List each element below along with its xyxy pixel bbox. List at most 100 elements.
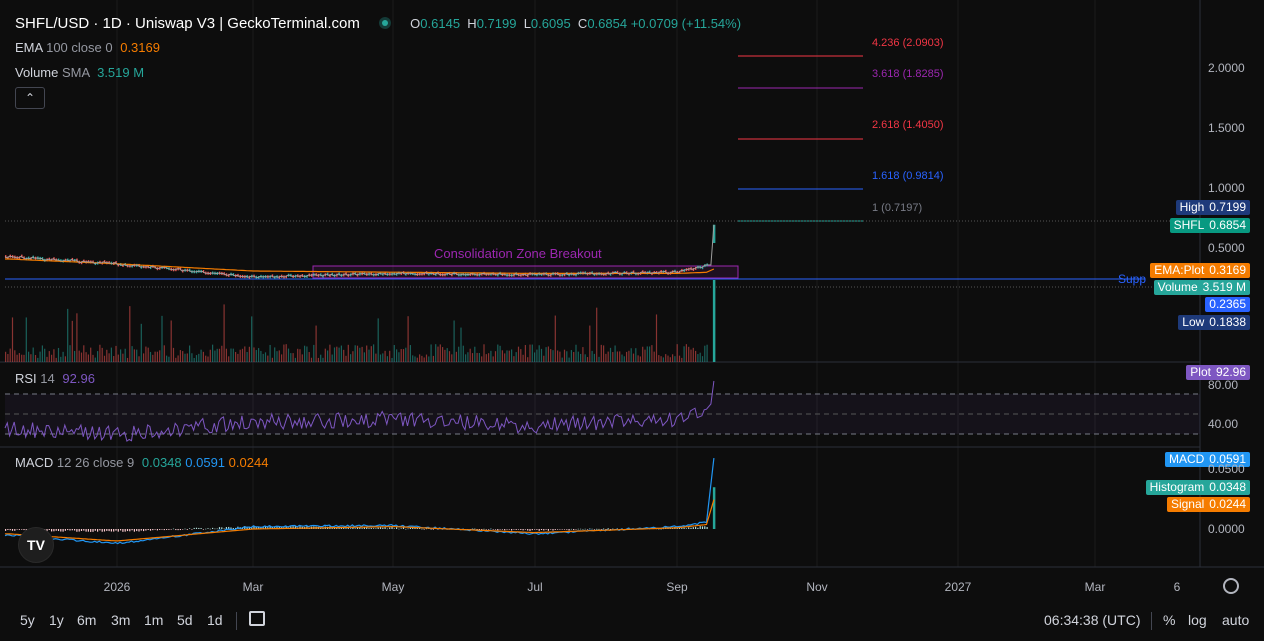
macd-histogram-bar [596, 528, 598, 530]
rsi-legend[interactable]: RSI 14 92.96 [15, 371, 95, 386]
volume-bar [76, 313, 78, 362]
x-tick-jul: Jul [527, 580, 543, 594]
volume-bar [283, 344, 285, 362]
axis-settings-icon[interactable] [1223, 578, 1239, 594]
volume-bar [557, 350, 559, 362]
volume-bar [513, 356, 515, 362]
macd-histogram-bar [699, 526, 701, 529]
macd-histogram-bar [481, 529, 483, 530]
collapse-legend-button[interactable]: ⌃ [15, 87, 45, 109]
volume-bar [398, 352, 400, 362]
volume-bar [607, 351, 609, 362]
volume-bar [255, 350, 257, 362]
timeframe-5y[interactable]: 5y [20, 612, 35, 628]
volume-bar [212, 344, 214, 362]
volume-bar [306, 346, 308, 362]
chart-title: SHFL/USD · 1D · Uniswap V3 | GeckoTermin… [15, 15, 360, 32]
date-range-icon[interactable] [249, 611, 265, 626]
macd-histogram-bar [267, 527, 269, 529]
volume-bar [529, 344, 531, 362]
macd-histogram-bar [113, 529, 115, 532]
ema-legend-params: 100 close 0 [46, 40, 113, 55]
macd-histogram-bar [580, 528, 582, 530]
signal-tag-value: 0.0244 [1209, 497, 1246, 511]
macd-histogram-bar [566, 529, 568, 530]
volume-bar [308, 352, 310, 362]
auto-toggle[interactable]: auto [1222, 612, 1250, 628]
volume-bar [74, 350, 76, 362]
volume-bar [462, 345, 464, 362]
volume-bar [644, 349, 646, 362]
macd-histogram-bar [598, 528, 600, 530]
volume-bar [635, 348, 637, 362]
macd-histogram-bar [363, 526, 365, 529]
macd-histogram-bar [573, 529, 575, 531]
macd-histogram-bar [543, 529, 545, 531]
volume-bar [51, 354, 53, 362]
volume-bar [379, 354, 382, 362]
macd-legend[interactable]: MACD 12 26 close 9 0.0348 0.0591 0.0244 [15, 455, 268, 470]
macd-histogram-bar [660, 528, 662, 530]
volume-bar [407, 316, 409, 362]
percent-toggle[interactable]: % [1163, 612, 1176, 628]
macd-histogram-bar [384, 527, 386, 529]
macd-histogram-bar [175, 529, 177, 531]
macd-histogram-bar [485, 529, 487, 530]
volume-legend[interactable]: Volume SMA 3.519 M [15, 65, 144, 80]
ema-legend[interactable]: EMA 100 close 0 0.3169 [15, 40, 160, 55]
high-price-tag: High 0.7199 [1175, 200, 1250, 215]
volume-bar [580, 353, 582, 362]
macd-histogram-bar [78, 529, 80, 532]
volume-bar [524, 345, 526, 362]
macd-histogram-bar [379, 527, 382, 529]
timeframe-3m[interactable]: 3m [111, 612, 131, 628]
volume-bar [674, 356, 676, 362]
high-value: 0.7199 [476, 16, 517, 31]
log-toggle[interactable]: log [1188, 612, 1207, 628]
macd-histogram-bar [697, 527, 699, 529]
volume-bar [25, 317, 27, 362]
macd-histogram-bar [586, 529, 589, 530]
macd-histogram-bar [690, 527, 692, 529]
volume-bar [361, 346, 363, 362]
tradingview-logo[interactable]: TV [18, 527, 54, 563]
ohlc-readout: O0.6145 H0.7199 L0.6095 C0.6854 +0.0709 … [410, 16, 741, 31]
timeframe-1m[interactable]: 1m [144, 612, 164, 628]
timeframe-5d[interactable]: 5d [177, 612, 193, 628]
macd-histogram-bar [269, 525, 271, 529]
volume-bar [593, 353, 595, 362]
macd-histogram-bar [97, 529, 99, 532]
macd-histogram-bar [177, 529, 179, 531]
volume-bar [432, 355, 434, 362]
volume-bar [7, 354, 9, 362]
timeframe-6m[interactable]: 6m [77, 612, 97, 628]
macd-histogram-bar [230, 527, 232, 529]
macd-histogram-bar [437, 529, 439, 530]
volume-bar [18, 353, 20, 362]
macd-histogram-bar [262, 527, 264, 529]
macd-histogram-bar [531, 529, 533, 531]
volume-bar [317, 357, 319, 362]
macd-histogram-bar [200, 528, 202, 529]
macd-histogram-bar [570, 528, 572, 530]
macd-histogram-bar [120, 529, 122, 531]
macd-histogram-bar [356, 527, 359, 529]
volume-bar [665, 354, 667, 362]
macd-histogram-bar [131, 529, 133, 531]
close-value: 0.6854 [587, 16, 628, 31]
clock-time[interactable]: 06:34:38 (UTC) [1044, 612, 1141, 628]
volume-bar [683, 346, 685, 362]
macd-histogram-bar [48, 529, 50, 531]
macd-histogram-bar [354, 528, 356, 529]
timeframe-1d[interactable]: 1d [207, 612, 223, 628]
macd-histogram-bar [704, 526, 706, 529]
macd-histogram-bar [76, 529, 78, 532]
volume-bar [559, 351, 561, 362]
fib-label-1618: 1.618 (0.9814) [872, 170, 944, 182]
volume-bar [94, 357, 96, 362]
macd-histogram-bar [559, 529, 561, 530]
volume-bar [681, 357, 683, 362]
volume-bar [189, 345, 191, 362]
timeframe-1y[interactable]: 1y [49, 612, 64, 628]
